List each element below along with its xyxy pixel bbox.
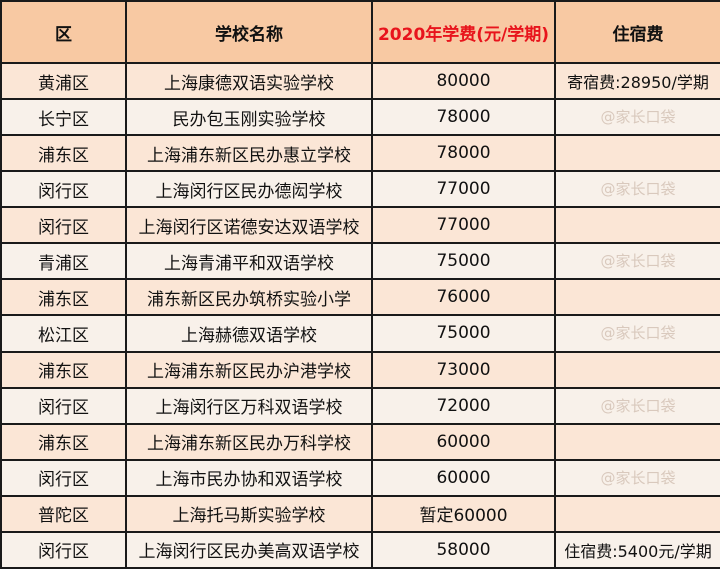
cell-boarding — [554, 458, 720, 497]
cell-boarding — [554, 170, 720, 209]
cell-district: 浦东区 — [0, 134, 127, 173]
cell-tuition: 60000 — [371, 422, 556, 461]
table-row: 闵行区 上海闵行区民办美高双语学校 58000 住宿费:5400元/学期 — [0, 530, 720, 569]
header-row: 区 学校名称 2020年学费(元/学期) 住宿费 — [0, 0, 720, 64]
header-boarding: 住宿费 — [554, 0, 720, 64]
cell-district: 黄浦区 — [0, 61, 127, 101]
cell-tuition: 77000 — [371, 170, 556, 209]
cell-boarding — [554, 242, 720, 281]
table-row: 浦东区 上海浦东新区民办惠立学校 78000 — [0, 134, 720, 173]
cell-tuition: 76000 — [371, 278, 556, 317]
cell-boarding — [554, 98, 720, 137]
table-row: 普陀区 上海托马斯实验学校 暂定60000 — [0, 494, 720, 533]
cell-school: 浦东新区民办筑桥实验小学 — [125, 278, 373, 317]
cell-boarding — [554, 386, 720, 425]
cell-boarding: 寄宿费:28950/学期 — [554, 61, 720, 101]
cell-boarding — [554, 314, 720, 353]
table-row: 黄浦区 上海康德双语实验学校 80000 寄宿费:28950/学期 — [0, 61, 720, 101]
cell-tuition: 58000 — [371, 530, 556, 569]
table-row: 松江区 上海赫德双语学校 75000 — [0, 314, 720, 353]
cell-school: 上海闵行区民办美高双语学校 — [125, 530, 373, 569]
header-tuition: 2020年学费(元/学期) — [371, 0, 556, 64]
table-row: 青浦区 上海青浦平和双语学校 75000 — [0, 242, 720, 281]
cell-school: 上海闵行区诺德安达双语学校 — [125, 206, 373, 245]
table-row: 闵行区 上海闵行区万科双语学校 72000 — [0, 386, 720, 425]
cell-boarding: 住宿费:5400元/学期 — [554, 530, 720, 569]
table-row: 浦东区 浦东新区民办筑桥实验小学 76000 — [0, 278, 720, 317]
cell-district: 松江区 — [0, 314, 127, 353]
cell-district: 闵行区 — [0, 386, 127, 425]
table-row: 浦东区 上海浦东新区民办沪港学校 73000 — [0, 350, 720, 389]
cell-tuition: 72000 — [371, 386, 556, 425]
cell-tuition: 暂定60000 — [371, 494, 556, 533]
cell-district: 青浦区 — [0, 242, 127, 281]
cell-boarding — [554, 134, 720, 173]
table-row: 闵行区 上海闵行区民办德闳学校 77000 — [0, 170, 720, 209]
cell-district: 浦东区 — [0, 422, 127, 461]
cell-school: 上海康德双语实验学校 — [125, 61, 373, 101]
cell-boarding — [554, 422, 720, 461]
cell-tuition: 77000 — [371, 206, 556, 245]
cell-school: 上海闵行区民办德闳学校 — [125, 170, 373, 209]
cell-tuition: 73000 — [371, 350, 556, 389]
cell-school: 上海浦东新区民办沪港学校 — [125, 350, 373, 389]
cell-district: 闵行区 — [0, 170, 127, 209]
cell-boarding — [554, 494, 720, 533]
cell-school: 上海闵行区万科双语学校 — [125, 386, 373, 425]
cell-school: 上海浦东新区民办惠立学校 — [125, 134, 373, 173]
cell-district: 普陀区 — [0, 494, 127, 533]
cell-school: 上海浦东新区民办万科学校 — [125, 422, 373, 461]
cell-district: 浦东区 — [0, 350, 127, 389]
table-row: 闵行区 上海市民办协和双语学校 60000 — [0, 458, 720, 497]
header-district: 区 — [0, 0, 127, 64]
cell-boarding — [554, 206, 720, 245]
cell-district: 浦东区 — [0, 278, 127, 317]
cell-tuition: 60000 — [371, 458, 556, 497]
table-row: 长宁区 民办包玉刚实验学校 78000 — [0, 98, 720, 137]
cell-boarding — [554, 350, 720, 389]
cell-tuition: 78000 — [371, 98, 556, 137]
cell-tuition: 80000 — [371, 61, 556, 101]
cell-boarding — [554, 278, 720, 317]
cell-district: 闵行区 — [0, 458, 127, 497]
cell-tuition: 75000 — [371, 242, 556, 281]
table-row: 闵行区 上海闵行区诺德安达双语学校 77000 — [0, 206, 720, 245]
header-school: 学校名称 — [125, 0, 373, 64]
cell-district: 闵行区 — [0, 530, 127, 569]
table-row: 浦东区 上海浦东新区民办万科学校 60000 — [0, 422, 720, 461]
cell-school: 上海托马斯实验学校 — [125, 494, 373, 533]
cell-school: 民办包玉刚实验学校 — [125, 98, 373, 137]
cell-district: 长宁区 — [0, 98, 127, 137]
cell-school: 上海青浦平和双语学校 — [125, 242, 373, 281]
cell-tuition: 78000 — [371, 134, 556, 173]
cell-school: 上海市民办协和双语学校 — [125, 458, 373, 497]
cell-district: 闵行区 — [0, 206, 127, 245]
cell-tuition: 75000 — [371, 314, 556, 353]
cell-school: 上海赫德双语学校 — [125, 314, 373, 353]
